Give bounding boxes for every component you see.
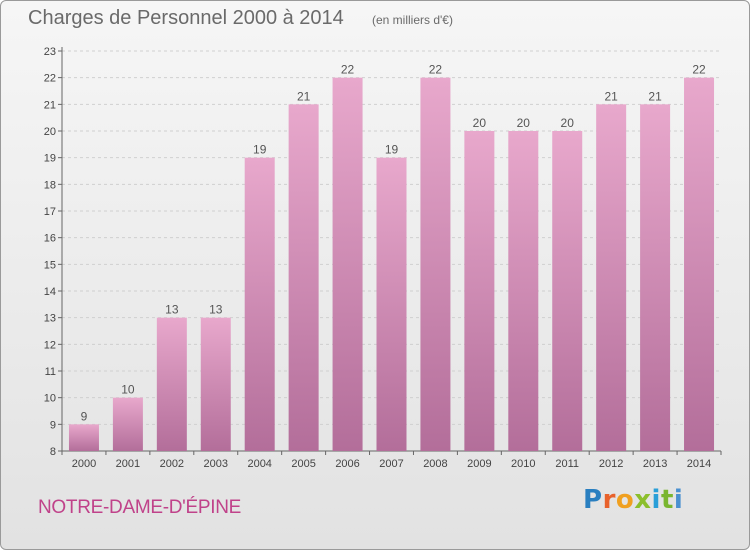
y-tick-label: 17	[44, 206, 56, 218]
bar	[112, 397, 143, 451]
y-tick-label: 21	[44, 99, 56, 111]
x-tick-label: 2014	[687, 458, 711, 470]
logo-letter: x	[634, 485, 652, 515]
logo-letter: i	[651, 485, 661, 515]
x-tick-label: 2011	[555, 458, 579, 470]
data-label: 22	[692, 63, 706, 77]
data-label: 21	[604, 89, 618, 103]
labels: 8 9 10 11 12 13 14 15 16 17 18 19 20 21 22 23 2000 9 2001 1…	[44, 46, 712, 470]
bar	[464, 131, 495, 451]
data-label: 20	[561, 116, 575, 130]
logo-letter: i	[673, 485, 684, 515]
bar	[68, 424, 99, 451]
bar	[156, 317, 187, 451]
y-tick-label: 12	[44, 339, 56, 351]
y-tick-label: 13	[44, 313, 56, 325]
y-tick-label: 15	[44, 259, 56, 271]
bar	[596, 104, 627, 451]
data-label: 13	[209, 303, 223, 317]
logo-letter: t	[660, 485, 674, 515]
y-tick-label: 20	[44, 126, 56, 138]
data-label: 19	[385, 143, 399, 157]
bars	[68, 77, 715, 452]
bar	[420, 77, 451, 452]
x-tick-label: 2009	[467, 458, 491, 470]
data-label: 21	[297, 89, 311, 103]
y-tick-label: 18	[44, 179, 56, 191]
bar	[288, 104, 319, 451]
bar	[552, 131, 583, 451]
x-tick-label: 2008	[423, 458, 447, 470]
data-label: 13	[165, 303, 179, 317]
bar	[640, 104, 671, 451]
x-tick-label: 2005	[291, 458, 315, 470]
commune-name: NOTRE-DAME-D'ÉPINE	[38, 497, 242, 518]
bar	[508, 131, 539, 451]
x-tick-label: 2002	[160, 458, 184, 470]
x-tick-label: 2013	[643, 458, 667, 470]
data-label: 10	[121, 383, 135, 397]
data-label: 22	[429, 63, 443, 77]
x-tick-label: 2006	[335, 458, 359, 470]
y-tick-label: 14	[44, 286, 56, 298]
data-label: 21	[648, 89, 662, 103]
y-tick-label: 8	[50, 446, 56, 458]
y-tick-label: 10	[44, 393, 56, 405]
y-tick-label: 9	[50, 419, 56, 431]
y-tick-label: 11	[45, 366, 56, 378]
bar	[332, 77, 363, 452]
y-tick-label: 22	[44, 73, 56, 85]
data-label: 20	[517, 116, 531, 130]
bar	[684, 77, 715, 452]
x-tick-label: 2001	[116, 458, 140, 470]
x-tick-label: 2000	[72, 458, 96, 470]
x-tick-label: 2004	[247, 458, 271, 470]
bar	[244, 157, 275, 451]
x-tick-label: 2010	[511, 458, 535, 470]
logo-letter: r	[602, 485, 616, 515]
data-label: 20	[473, 116, 487, 130]
chart-subtitle: (en milliers d'€)	[372, 13, 453, 27]
x-tick-label: 2003	[204, 458, 228, 470]
chart-title: Charges de Personnel 2000 à 2014	[28, 7, 344, 29]
bar	[376, 157, 407, 451]
logo-letter: P	[583, 485, 603, 515]
x-tick-label: 2012	[599, 458, 623, 470]
y-tick-label: 16	[44, 233, 56, 245]
data-label: 9	[81, 409, 88, 423]
bar	[200, 317, 231, 451]
y-tick-label: 23	[44, 46, 56, 58]
proxiti-logo: Proxiti	[583, 485, 683, 515]
y-tick-label: 19	[44, 153, 56, 165]
logo-letter: o	[615, 485, 635, 515]
x-tick-label: 2007	[379, 458, 403, 470]
data-label: 22	[341, 63, 355, 77]
data-label: 19	[253, 143, 267, 157]
